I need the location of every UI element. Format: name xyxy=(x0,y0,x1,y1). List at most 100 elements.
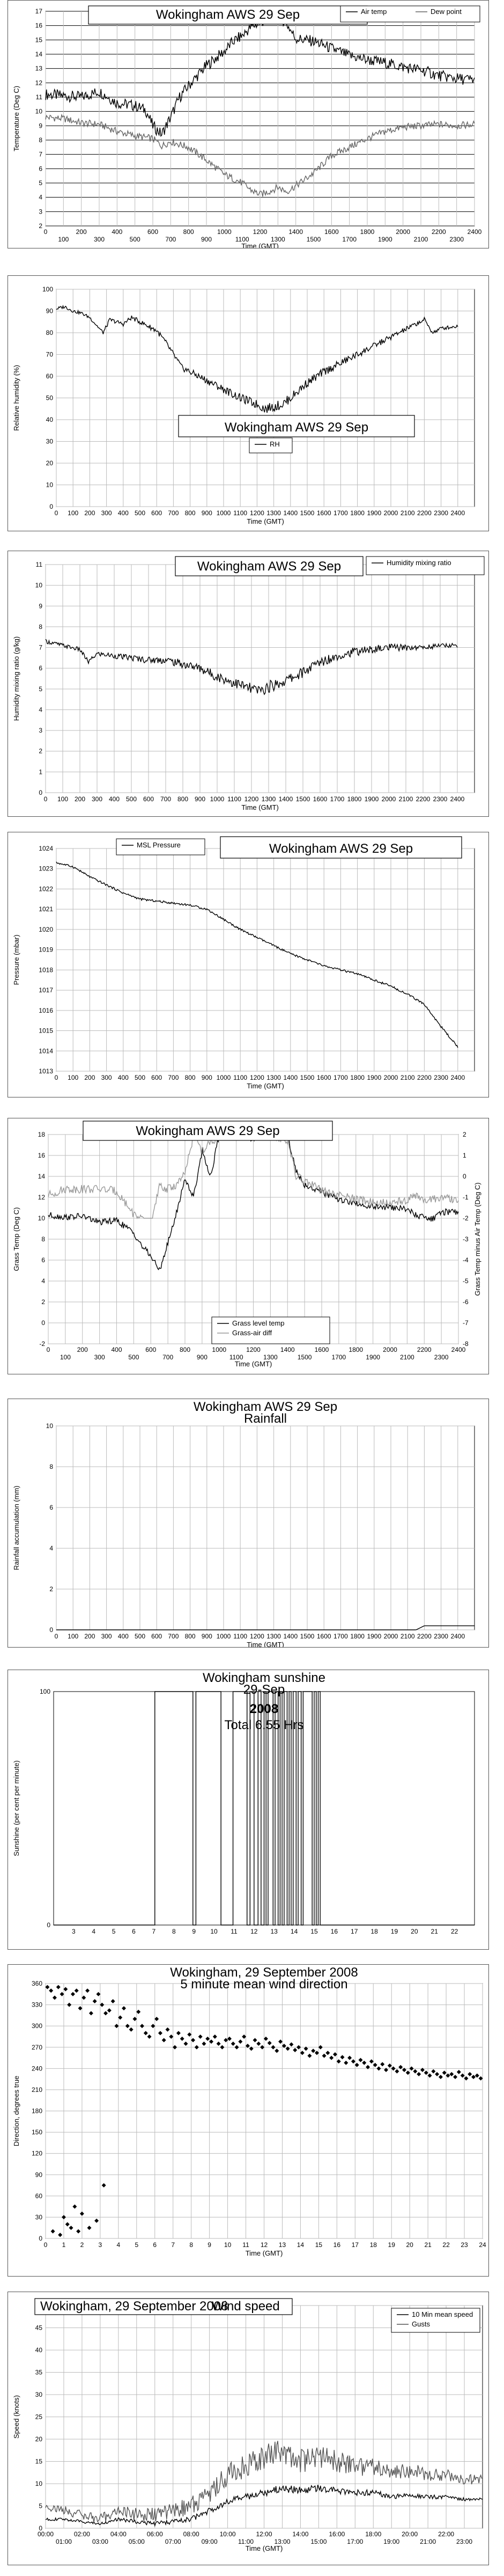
x-tick-label: 19:00 xyxy=(383,2538,399,2545)
x-tick-label: 17 xyxy=(352,2241,359,2249)
x-tick-label: 200 xyxy=(77,1346,88,1353)
y-tick-label: 3 xyxy=(39,727,42,734)
x-tick-label: 2100 xyxy=(399,795,413,803)
y-tick-label: 10 xyxy=(46,1422,54,1430)
y-tick-label: 10 xyxy=(38,1214,46,1222)
y-tick-label: 8 xyxy=(39,623,42,631)
y-tick-label: 1014 xyxy=(39,1047,53,1055)
data-point xyxy=(70,1992,75,1996)
x-tick-label: 01:00 xyxy=(56,2538,72,2545)
x-tick-label: 200 xyxy=(84,1633,95,1640)
chart-title: Wokingham AWS 29 Sep xyxy=(225,420,368,435)
x-tick-label: 14 xyxy=(291,1928,298,1935)
data-point xyxy=(103,2011,108,2016)
x-tick-label: 1 xyxy=(62,2241,66,2249)
data-point xyxy=(267,2040,272,2045)
x-tick-label: 100 xyxy=(68,1633,78,1640)
data-point xyxy=(216,2041,221,2046)
x-axis-label: Time (GMT) xyxy=(241,803,279,811)
y-tick-label: 6 xyxy=(41,1256,45,1264)
x-tick-label: 900 xyxy=(197,1353,207,1361)
title-box xyxy=(178,415,415,437)
x-tick-label: 1000 xyxy=(217,509,231,517)
x-tick-label: 14 xyxy=(297,2241,305,2249)
data-point xyxy=(325,2051,330,2055)
x-tick-label: 1200 xyxy=(250,509,264,517)
data-point xyxy=(253,2038,257,2043)
data-point xyxy=(183,2041,188,2046)
x-tick-label: 300 xyxy=(94,1353,105,1361)
data-point xyxy=(147,2034,152,2039)
y-tick-label: 20 xyxy=(35,2435,43,2443)
data-point xyxy=(387,2063,392,2068)
series-line xyxy=(56,861,458,1048)
y-tick-label: 1023 xyxy=(39,865,53,873)
y-tick-label: 4 xyxy=(39,706,42,713)
x-tick-label: 10 xyxy=(224,2241,232,2249)
data-point xyxy=(238,2039,243,2044)
x-tick-label: 500 xyxy=(135,1633,145,1640)
y2-tick-label: 2 xyxy=(463,1131,466,1138)
y2-tick-label: -4 xyxy=(463,1256,469,1264)
x-tick-label: 1900 xyxy=(367,509,381,517)
data-point xyxy=(220,2045,225,2050)
x-tick-label: 1400 xyxy=(283,1074,298,1081)
y-tick-label: 100 xyxy=(40,1688,50,1695)
y-tick-label: 1020 xyxy=(39,926,53,933)
y-tick-label: 5 xyxy=(39,2502,42,2510)
y-tick-label: 11 xyxy=(36,561,43,568)
x-tick-label: 11 xyxy=(242,2241,249,2249)
x-tick-label: 500 xyxy=(130,236,140,243)
x-tick-label: 2100 xyxy=(401,1074,415,1081)
y-tick-label: 180 xyxy=(32,2107,42,2115)
x-tick-label: 7 xyxy=(171,2241,175,2249)
y-tick-label: 18 xyxy=(38,1131,46,1138)
data-point xyxy=(187,2032,192,2037)
data-point xyxy=(369,2059,374,2064)
y-axis-label: Humidity mixing ratio (g/kg) xyxy=(12,636,20,721)
legend-box xyxy=(249,437,293,453)
data-point xyxy=(194,2045,199,2050)
x-tick-label: 300 xyxy=(94,236,105,243)
data-point xyxy=(60,1992,64,1996)
x-tick-label: 15 xyxy=(310,1928,318,1935)
sunshine-chart-panel: 0 100 3 4 5 6 7 8 9 10 11 12 13 14 15 16 17 18 19 20 21 22 Sun… xyxy=(8,1670,489,1950)
x-tick-label: 2200 xyxy=(432,228,446,236)
x-tick-label: 400 xyxy=(118,1633,129,1640)
x-tick-label: 1300 xyxy=(262,795,276,803)
y-tick-label: 8 xyxy=(39,136,42,144)
data-point xyxy=(151,2024,155,2029)
data-point xyxy=(329,2055,334,2060)
x-tick-label: 1400 xyxy=(280,1346,295,1353)
y-tick-label: 5 xyxy=(39,179,42,187)
data-point xyxy=(275,2048,279,2053)
x-tick-label: 10 xyxy=(210,1928,218,1935)
y-tick-label: 90 xyxy=(35,2171,43,2178)
x-tick-label: 100 xyxy=(60,1353,71,1361)
data-point xyxy=(125,2024,130,2029)
x-tick-label: 5 xyxy=(112,1928,116,1935)
x-tick-label: 0 xyxy=(47,1346,50,1353)
x-axis-label: Time (GMT) xyxy=(246,2544,283,2552)
x-tick-label: 900 xyxy=(202,1074,212,1081)
legend-box xyxy=(211,1316,330,1344)
data-point xyxy=(376,2066,381,2071)
data-point xyxy=(63,1987,68,1992)
data-point xyxy=(100,2002,105,2007)
x-tick-label: 0 xyxy=(55,509,58,517)
x-axis-label: Time (GMT) xyxy=(247,517,284,525)
data-point xyxy=(58,2233,63,2237)
y-tick-label: 100 xyxy=(42,286,53,293)
x-tick-label: 1100 xyxy=(233,1633,247,1640)
x-tick-label: 2400 xyxy=(450,509,465,517)
y-tick-label: 30 xyxy=(35,2391,43,2398)
x-tick-label: 23:00 xyxy=(456,2538,472,2545)
y-tick-label: 16 xyxy=(38,1152,46,1159)
plot-area xyxy=(45,564,475,793)
data-point xyxy=(158,2031,162,2036)
x-tick-label: 1200 xyxy=(253,228,268,236)
data-point xyxy=(460,2073,465,2078)
x-tick-label: 22 xyxy=(442,2241,450,2249)
x-tick-label: 2400 xyxy=(450,1633,465,1640)
chart-title: Wokingham AWS 29 Sep xyxy=(197,559,341,574)
